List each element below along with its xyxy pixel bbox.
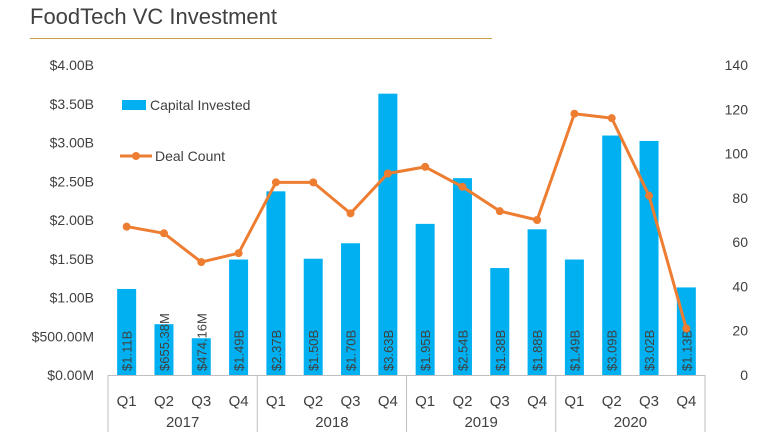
x-tick-label-5: Q2 bbox=[303, 393, 323, 410]
x-tick-label-7: Q4 bbox=[378, 393, 398, 410]
deal-count-point-13 bbox=[607, 114, 616, 123]
deal-count-point-2 bbox=[197, 258, 206, 267]
bar-value-label-7: $3.63B bbox=[381, 330, 396, 371]
deal-count-point-6 bbox=[346, 209, 355, 218]
bar-value-label-0: $1.11B bbox=[120, 331, 135, 371]
axes-group: $0.00M $500.00M $1.00B $1.50B $2.00B $2.50B $3… bbox=[32, 57, 748, 432]
deal-count-point-0 bbox=[122, 222, 131, 231]
x-tick-label-0: Q1 bbox=[117, 393, 137, 410]
bar-value-label-1: $655.38M bbox=[157, 313, 172, 371]
y-right-tick-label-6: 120 bbox=[725, 101, 749, 117]
bar-value-label-9: $2.54B bbox=[455, 330, 470, 371]
deal-count-point-7 bbox=[383, 169, 392, 178]
y-right-tick-label-1: 20 bbox=[732, 323, 748, 339]
deal-count-point-15 bbox=[682, 324, 691, 333]
x-tick-label-6: Q3 bbox=[341, 393, 361, 410]
y-left-tick-label-4: $2.00B bbox=[50, 212, 94, 228]
bar-value-label-8: $1.95B bbox=[418, 330, 433, 371]
bar-6 bbox=[341, 243, 361, 375]
legend-swatch-capital-invested bbox=[122, 100, 146, 110]
bar-value-label-3: $1.49B bbox=[232, 330, 247, 371]
bars-group bbox=[117, 93, 696, 376]
legend-swatch-marker-deal-count bbox=[132, 152, 140, 160]
y-left-tick-label-6: $3.00B bbox=[50, 135, 94, 151]
x-tick-label-14: Q3 bbox=[639, 393, 659, 410]
bar-10 bbox=[490, 268, 510, 375]
bar-value-label-13: $3.09B bbox=[605, 330, 620, 371]
x-tick-label-8: Q1 bbox=[415, 393, 435, 410]
y-right-tick-label-7: 140 bbox=[725, 57, 749, 73]
bar-12 bbox=[564, 259, 584, 375]
deal-count-point-8 bbox=[421, 162, 430, 171]
x-tick-label-2: Q3 bbox=[191, 393, 211, 410]
deal-count-point-3 bbox=[234, 249, 243, 258]
y-right-tick-label-2: 40 bbox=[732, 278, 748, 294]
bar-value-label-4: $2.37B bbox=[269, 330, 284, 371]
bar-1 bbox=[154, 324, 174, 375]
bar-8 bbox=[415, 223, 435, 375]
deal-count-line bbox=[126, 112, 688, 329]
x-tick-label-1: Q2 bbox=[154, 393, 174, 410]
deal-count-point-4 bbox=[271, 178, 280, 187]
bar-value-label-5: $1.50B bbox=[306, 330, 321, 371]
bar-11 bbox=[527, 229, 547, 375]
bar-labels-group: $1.11B $655.38M $474.16M $1.49B $2.37B $1.50B… bbox=[120, 313, 695, 371]
legend-group: Capital Invested Deal Count bbox=[120, 97, 250, 164]
bar-value-label-11: $1.88B bbox=[530, 330, 545, 371]
deal-count-point-5 bbox=[309, 178, 318, 187]
y-right-tick-label-4: 80 bbox=[732, 190, 748, 206]
year-label-2018: 2018 bbox=[315, 414, 348, 431]
year-label-2017: 2017 bbox=[166, 414, 199, 431]
bar-7 bbox=[378, 93, 398, 376]
y-left-tick-label-7: $3.50B bbox=[50, 96, 94, 112]
y-left-tick-label-3: $1.50B bbox=[50, 251, 94, 267]
bar-value-label-6: $1.70B bbox=[344, 330, 359, 371]
bar-2 bbox=[191, 338, 211, 375]
deal-count-line-group bbox=[122, 109, 691, 333]
y-right-tick-label-3: 60 bbox=[732, 234, 748, 250]
bar-14 bbox=[639, 140, 659, 375]
x-tick-label-12: Q1 bbox=[564, 393, 584, 410]
bar-value-label-2: $474.16M bbox=[194, 313, 209, 371]
x-tick-label-3: Q4 bbox=[229, 393, 249, 410]
bar-value-label-12: $1.49B bbox=[567, 330, 582, 371]
bar-0 bbox=[117, 288, 137, 375]
bar-3 bbox=[229, 259, 249, 375]
chart-title: FoodTech VC Investment bbox=[30, 4, 278, 29]
y-right-tick-label-5: 100 bbox=[725, 146, 749, 162]
legend-label-capital-invested: Capital Invested bbox=[150, 97, 250, 113]
y-left-tick-label-1: $500.00M bbox=[32, 328, 94, 344]
x-tick-label-11: Q4 bbox=[527, 393, 547, 410]
bar-13 bbox=[602, 135, 622, 375]
deal-count-point-9 bbox=[458, 182, 467, 191]
bar-5 bbox=[303, 258, 323, 375]
y-left-tick-label-8: $4.00B bbox=[50, 57, 94, 73]
y-left-tick-label-0: $0.00M bbox=[47, 367, 94, 383]
deal-count-point-11 bbox=[533, 216, 542, 224]
x-tick-label-15: Q4 bbox=[676, 393, 696, 410]
bar-4 bbox=[266, 191, 286, 375]
bar-9 bbox=[452, 178, 472, 375]
y-left-tick-label-5: $2.50B bbox=[50, 173, 94, 189]
deal-count-point-14 bbox=[645, 191, 654, 200]
y-right-tick-label-0: 0 bbox=[740, 367, 748, 383]
x-tick-label-9: Q2 bbox=[452, 393, 472, 410]
deal-count-point-10 bbox=[495, 207, 504, 216]
bar-value-label-14: $3.02B bbox=[642, 330, 657, 371]
year-label-2019: 2019 bbox=[464, 414, 497, 431]
x-tick-label-10: Q3 bbox=[490, 393, 510, 410]
year-label-2020: 2020 bbox=[614, 414, 647, 431]
deal-count-point-12 bbox=[570, 109, 579, 118]
x-tick-label-13: Q2 bbox=[602, 393, 622, 410]
legend-label-deal-count: Deal Count bbox=[155, 148, 225, 164]
deal-count-point-1 bbox=[159, 229, 168, 238]
title-underline bbox=[30, 38, 492, 39]
y-left-tick-label-2: $1.00B bbox=[50, 290, 94, 306]
bar-value-label-15: $1.13B bbox=[679, 330, 694, 371]
x-tick-label-4: Q1 bbox=[266, 393, 286, 410]
bar-value-label-10: $1.38B bbox=[493, 330, 508, 371]
